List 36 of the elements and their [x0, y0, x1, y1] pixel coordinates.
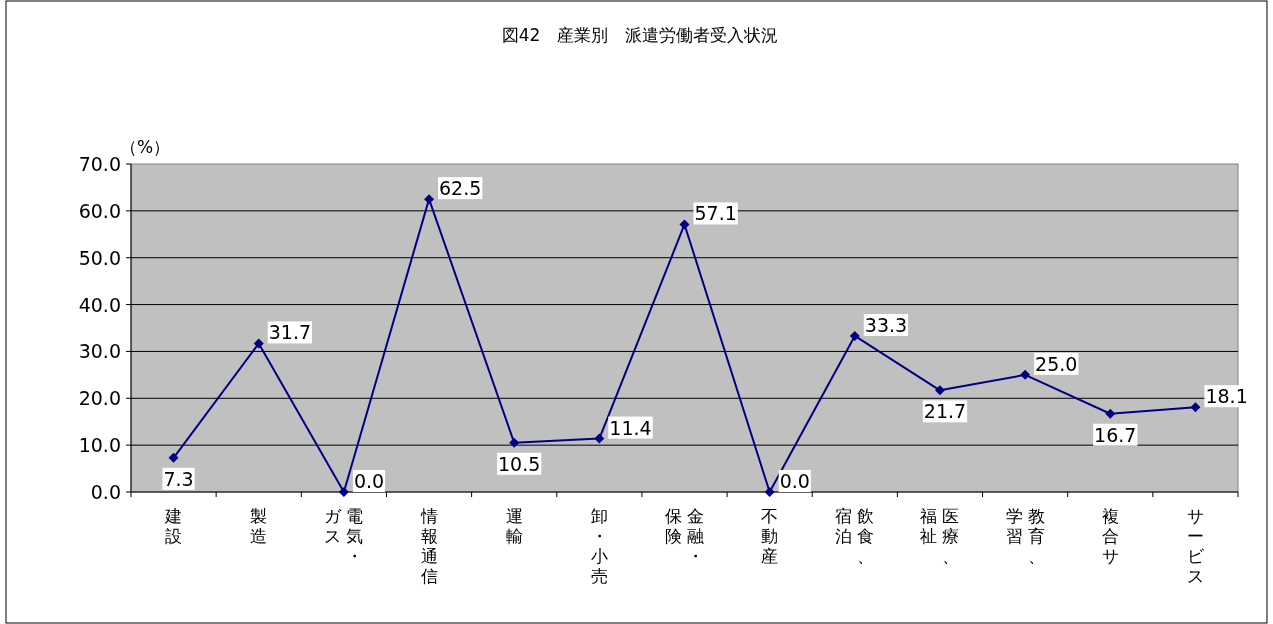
data-label: 21.7: [923, 400, 967, 423]
data-label: 16.7: [1094, 423, 1137, 446]
y-tick-label: 40.0: [78, 293, 121, 316]
data-label: 11.4: [609, 416, 652, 439]
y-tick-label: 70.0: [78, 153, 121, 175]
point: [849, 330, 860, 341]
data-label: 57.1: [694, 202, 737, 225]
point: [1020, 369, 1031, 380]
point: [679, 219, 690, 230]
point: [1105, 408, 1116, 419]
data-label: 31.7: [268, 321, 312, 344]
point: [509, 437, 520, 448]
y-tick-label: 0.0: [90, 481, 121, 503]
chart-title: 図42 産業別 派遣労働者受入状況: [501, 25, 779, 45]
y-tick-label: 60.0: [78, 199, 121, 222]
point: [338, 487, 349, 497]
data-label: 0.0: [779, 470, 810, 492]
y-tick-label: 10.0: [78, 434, 121, 457]
y-axis-title: （%）: [119, 137, 171, 157]
point: [168, 452, 179, 463]
data-label: 10.5: [498, 452, 541, 475]
point: [764, 487, 775, 497]
data-label: 62.5: [439, 177, 482, 200]
y-tick-label: 50.0: [78, 246, 121, 269]
point: [253, 338, 264, 349]
data-label: 0.0: [353, 470, 385, 492]
point: [934, 385, 945, 396]
data-label: 18.1: [1205, 385, 1248, 408]
y-tick-label: 20.0: [78, 387, 121, 410]
point: [424, 194, 435, 205]
data-label: 33.3: [864, 313, 908, 336]
y-tick-label: 30.0: [78, 340, 121, 363]
data-label: 7.3: [163, 467, 194, 490]
point: [1190, 402, 1201, 413]
data-label: 25.0: [1035, 352, 1078, 375]
point: [594, 433, 605, 444]
